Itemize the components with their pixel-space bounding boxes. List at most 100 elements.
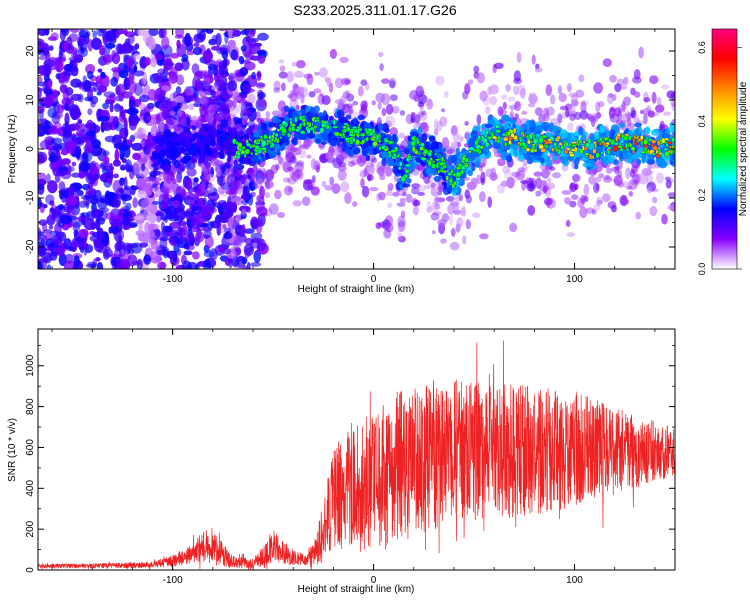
heatmap-cell [155, 210, 162, 223]
heatmap-cell [497, 183, 505, 194]
heatmap-cell [185, 42, 194, 52]
heatmap-cell [294, 161, 304, 173]
heatmap-cell [502, 101, 507, 110]
heatmap-cell [366, 149, 375, 155]
heatmap-cell [621, 198, 630, 205]
heatmap-cell [468, 150, 472, 154]
heatmap-cell [569, 182, 577, 193]
heatmap-cell [182, 53, 189, 61]
heatmap-cell [324, 77, 332, 83]
heatmap-cell [43, 203, 48, 209]
heatmap-cell [244, 148, 251, 155]
heatmap-cell [195, 231, 205, 243]
heatmap-cell [223, 99, 234, 109]
heatmap-cell [76, 190, 84, 196]
heatmap-cell [650, 143, 655, 148]
heatmap-cell [138, 94, 150, 103]
heatmap-cell [294, 70, 304, 78]
heatmap-cell [51, 247, 62, 253]
heatmap-cell [148, 212, 157, 224]
heatmap-cell [651, 91, 657, 104]
heatmap-cell [325, 152, 333, 160]
heatmap-cell [415, 114, 421, 125]
heatmap-cell [361, 185, 370, 198]
heatmap-cell [608, 158, 615, 163]
heatmap-cell [651, 139, 657, 144]
heatmap-cell [181, 233, 193, 242]
heatmap-cell [512, 85, 519, 96]
heatmap-cell [306, 73, 314, 86]
heatmap-cell [78, 171, 85, 179]
heatmap-cell [99, 163, 106, 169]
heatmap-cell [203, 250, 215, 258]
heatmap-cell [274, 135, 278, 142]
heatmap-cell [622, 181, 629, 188]
heatmap-cell [420, 156, 427, 161]
heatmap-cell [93, 162, 100, 175]
heatmap-cell [149, 204, 158, 215]
heatmap-cell [574, 164, 579, 170]
heatmap-cell [129, 119, 137, 131]
heatmap-cell [644, 170, 654, 175]
heatmap-cell [218, 150, 225, 159]
heatmap-cell [389, 127, 398, 137]
heatmap-cell [328, 82, 334, 93]
spectrogram-y-tick-label: -10 [25, 190, 36, 205]
heatmap-cell [265, 178, 270, 191]
heatmap-cell [147, 37, 157, 50]
heatmap-cell [486, 135, 493, 141]
heatmap-cell [103, 91, 116, 98]
heatmap-cell [177, 186, 182, 192]
heatmap-cell [171, 149, 180, 159]
heatmap-cell [528, 133, 534, 140]
heatmap-cell [111, 52, 121, 65]
heatmap-cell [306, 154, 312, 159]
heatmap-cell [504, 141, 508, 147]
heatmap-cell [441, 156, 444, 162]
heatmap-cell [509, 222, 518, 233]
heatmap-cell [150, 57, 157, 68]
heatmap-cell [206, 173, 216, 182]
heatmap-cell [302, 196, 311, 206]
heatmap-cell [239, 91, 247, 97]
heatmap-cell [187, 103, 195, 111]
heatmap-cell [208, 38, 217, 46]
heatmap-cell [197, 84, 203, 92]
heatmap-cell [236, 102, 247, 114]
heatmap-cell [180, 137, 186, 144]
heatmap-cell [571, 194, 579, 200]
heatmap-cell [118, 69, 129, 79]
heatmap-cell [240, 30, 247, 35]
heatmap-cell [414, 149, 419, 155]
heatmap-cell [468, 79, 474, 85]
heatmap-cell [64, 112, 70, 127]
heatmap-cell [141, 163, 146, 172]
heatmap-cell [64, 103, 69, 111]
heatmap-cell [665, 179, 672, 189]
heatmap-cell [468, 146, 475, 151]
heatmap-cell [265, 169, 275, 182]
heatmap-cell [200, 172, 207, 185]
heatmap-cell [620, 113, 630, 124]
heatmap-cell [614, 107, 622, 117]
heatmap-cell [397, 230, 403, 242]
heatmap-cell [527, 156, 533, 160]
heatmap-cell [103, 250, 110, 260]
heatmap-cell [647, 110, 655, 118]
heatmap-cell [96, 29, 105, 37]
heatmap-cell [245, 36, 250, 43]
heatmap-cell [378, 51, 384, 58]
heatmap-cell [508, 139, 512, 145]
heatmap-cell [410, 118, 416, 123]
heatmap-cell [527, 205, 536, 216]
heatmap-cell [361, 139, 365, 145]
heatmap-cell [91, 37, 102, 50]
heatmap-cell [299, 122, 303, 129]
heatmap-cell [63, 238, 72, 250]
heatmap-cell [404, 169, 410, 174]
heatmap-cell [291, 125, 296, 132]
heatmap-cell [205, 106, 213, 113]
heatmap-cell [389, 80, 396, 89]
heatmap-cell [50, 161, 59, 172]
heatmap-cell [52, 89, 58, 98]
